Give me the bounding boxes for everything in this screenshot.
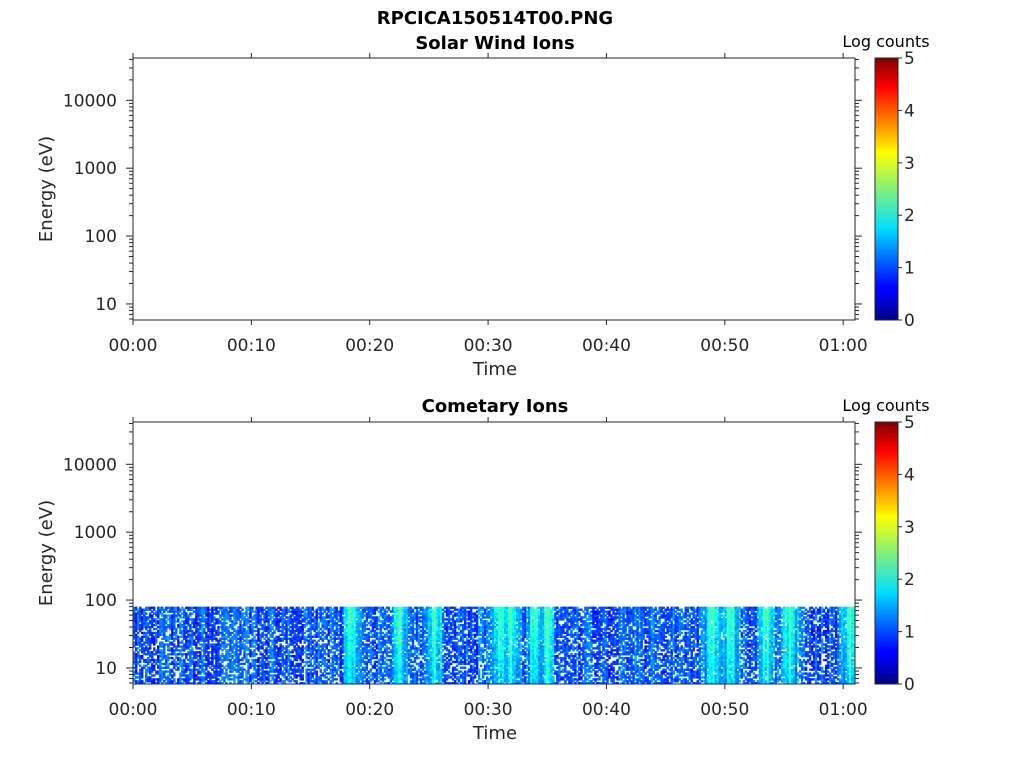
- spectrogram-cell: [295, 680, 297, 682]
- panel1-ticks: 00:00 00:10 00:20 00:30 00:40 00:50 01:00 10 100…: [63, 53, 868, 356]
- colorbar-tick-label: 2: [904, 206, 915, 226]
- x-tick-label: 00:00: [109, 336, 158, 356]
- panel1-ylabel: Energy (eV): [36, 136, 57, 242]
- x-tick-label: 00:50: [700, 336, 749, 356]
- spectrogram-cell: [173, 672, 175, 674]
- panel1-xlabel: Time: [472, 359, 517, 380]
- x-tick-label: 01:00: [819, 336, 868, 356]
- panel1-colorbar-ticks: 0 1 2 3 4 5: [898, 49, 915, 331]
- spectrogram-cell: [241, 609, 243, 611]
- spectrogram-cell: [247, 659, 249, 661]
- panel1-colorbar: [875, 58, 898, 320]
- colorbar-tick-label: 1: [904, 259, 915, 279]
- spectrogram-cell: [255, 653, 257, 655]
- panel1-title: Solar Wind Ions: [415, 33, 574, 54]
- spectrogram-cell: [311, 607, 313, 609]
- spectrogram-cell: [316, 670, 318, 672]
- colorbar-tick-label: 0: [904, 311, 915, 331]
- colorbar-tick-label: 5: [904, 49, 915, 69]
- panel2-spectrogram: [133, 607, 855, 685]
- panel1-frame: [133, 58, 855, 320]
- spectrogram-cell: [145, 612, 147, 614]
- spectrogram-cell: [418, 657, 420, 659]
- x-tick-label: 00:10: [227, 336, 276, 356]
- spectrogram-cell: [388, 607, 390, 609]
- panel2-title: Cometary Ions: [422, 396, 569, 417]
- y-tick-label: 1000: [74, 159, 117, 179]
- spectrogram-cell: [301, 674, 303, 676]
- panel-cometary: Cometary Ions 00:00 00:10 00:20 00:30 00:40 0…: [36, 396, 930, 744]
- colorbar-tick-label: 3: [904, 154, 915, 174]
- x-tick-label: 00:40: [582, 336, 631, 356]
- panel-solar-wind: Solar Wind Ions 00:00 00:10 00:20 00:30 00:4…: [36, 32, 930, 380]
- colorbar-tick-label: 4: [904, 101, 915, 121]
- spectrogram-cell: [191, 647, 193, 649]
- panel1-colorbar-label: Log counts: [842, 32, 929, 51]
- figure-title: RPCICA150514T00.PNG: [377, 8, 613, 29]
- y-tick-label: 10000: [63, 91, 117, 111]
- spectrogram-cell: [251, 607, 253, 609]
- spectrogram-cell: [320, 669, 322, 671]
- y-tick-label: 100: [85, 227, 117, 247]
- spectrogram-cell: [336, 678, 338, 680]
- y-tick-label: 10: [95, 295, 117, 315]
- x-tick-label: 00:20: [345, 336, 394, 356]
- spectrogram-cell: [173, 678, 175, 680]
- spectrogram-cell: [414, 667, 416, 669]
- spectrogram-cell: [336, 607, 338, 609]
- spectrogram-cell: [384, 678, 386, 680]
- spectrogram-cell: [153, 607, 155, 609]
- spectrogram-cell: [225, 622, 227, 624]
- x-tick-label: 00:30: [464, 336, 513, 356]
